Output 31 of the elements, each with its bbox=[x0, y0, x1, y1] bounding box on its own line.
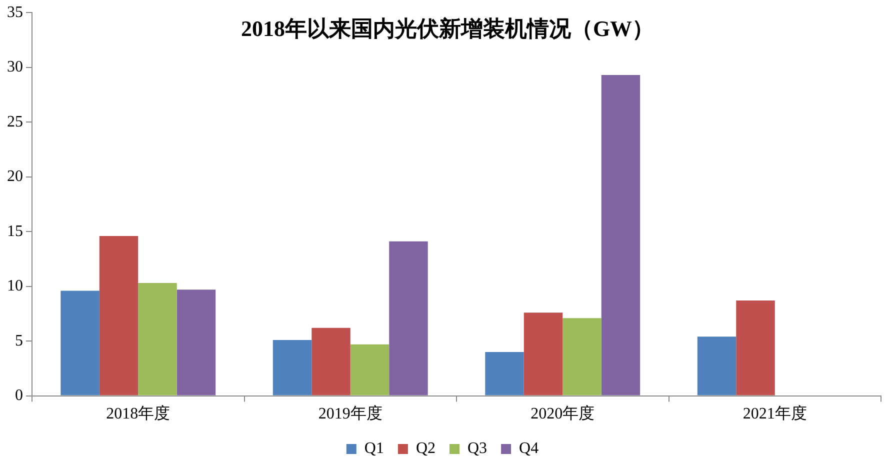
x-tick-label: 2021年度 bbox=[742, 404, 807, 423]
y-tick-label: 15 bbox=[7, 222, 23, 240]
bar bbox=[524, 312, 563, 396]
x-tick-label: 2020年度 bbox=[530, 404, 595, 423]
y-tick-label: 5 bbox=[15, 332, 23, 350]
bar bbox=[562, 318, 602, 396]
x-tick-label: 2019年度 bbox=[318, 404, 382, 423]
bar bbox=[736, 300, 775, 396]
bar bbox=[601, 75, 640, 396]
legend-label: Q1 bbox=[364, 440, 384, 458]
bar bbox=[176, 290, 216, 396]
y-tick-label: 0 bbox=[15, 387, 23, 404]
x-tick-label: 2018年度 bbox=[106, 404, 170, 423]
bar bbox=[312, 328, 350, 396]
bar bbox=[99, 236, 138, 396]
chart-title: 2018年以来国内光伏新增装机情况（GW） bbox=[240, 16, 654, 41]
y-tick-label: 20 bbox=[7, 168, 23, 186]
bar bbox=[697, 336, 736, 396]
y-tick-label: 35 bbox=[7, 4, 23, 21]
y-tick-label: 10 bbox=[7, 278, 23, 295]
bar bbox=[389, 241, 428, 396]
bar bbox=[138, 283, 177, 396]
legend-label: Q2 bbox=[416, 440, 436, 458]
bar bbox=[350, 344, 390, 396]
bar bbox=[485, 352, 524, 396]
bar bbox=[272, 340, 312, 396]
legend-label: Q4 bbox=[519, 440, 539, 458]
legend-label: Q3 bbox=[468, 440, 488, 458]
y-tick-label: 30 bbox=[7, 58, 23, 76]
y-tick-label: 25 bbox=[7, 113, 23, 130]
bar bbox=[60, 290, 100, 396]
